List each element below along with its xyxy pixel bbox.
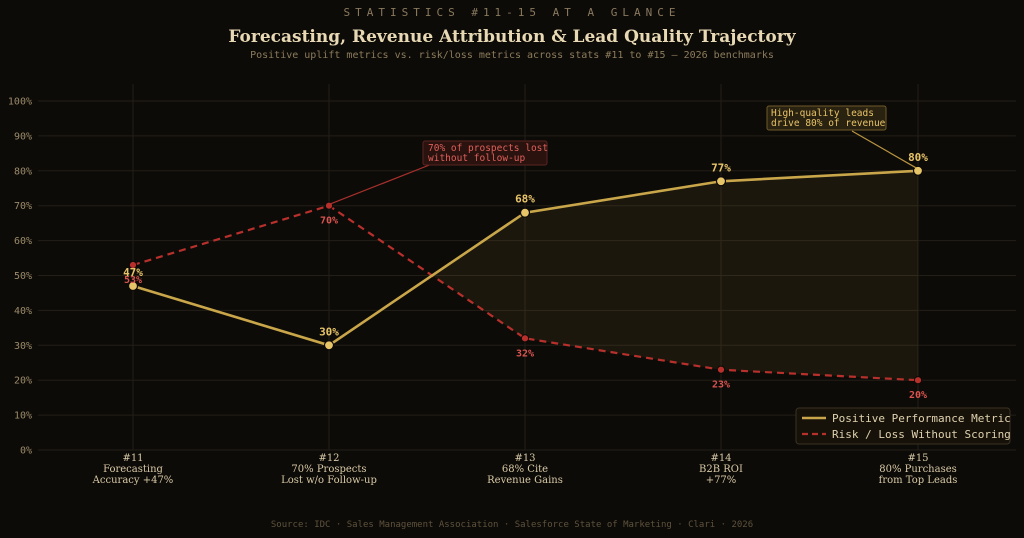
data-point-positive	[519, 207, 531, 218]
legend-label-positive: Positive Performance Metric	[832, 412, 1011, 425]
data-label-positive: 68%	[515, 193, 535, 206]
data-label-risk: 53%	[124, 275, 142, 286]
y-tick-label: 70%	[14, 201, 32, 212]
data-point-positive	[912, 165, 924, 176]
series-line-risk	[132, 204, 919, 382]
y-tick-label: 60%	[14, 236, 32, 247]
annotation-arrow-prospects	[330, 163, 433, 205]
data-label-risk: 70%	[320, 216, 338, 227]
y-tick-label: 50%	[14, 271, 32, 282]
annotation-text-leads: drive 80% of revenue	[771, 118, 886, 129]
chart-source: Source: IDC · Sales Management Associati…	[270, 520, 754, 530]
data-label-risk: 23%	[712, 380, 730, 391]
data-label-positive: 80%	[908, 151, 928, 164]
annotation-box-prospects	[422, 140, 548, 166]
data-label-risk: 32%	[516, 348, 534, 359]
x-tick-label: Revenue Gains	[487, 475, 563, 486]
data-point-risk	[716, 365, 726, 374]
x-tick-label: +77%	[706, 475, 737, 486]
x-tick-label: #13	[514, 453, 535, 464]
data-point-positive	[715, 176, 727, 187]
chart-subtitle: Positive uplift metrics vs. risk/loss me…	[250, 50, 774, 61]
y-tick-label: 20%	[14, 376, 32, 387]
y-tick-label: 10%	[14, 411, 32, 422]
data-point-positive	[323, 340, 335, 351]
annotation-text-prospects: 70% of prospects lost	[428, 143, 548, 154]
annotation-arrow-leads	[851, 130, 917, 169]
annotation-text-prospects: without follow-up	[428, 153, 526, 164]
x-tick-label: Accuracy +47%	[92, 475, 174, 486]
y-tick-label: 90%	[14, 131, 32, 142]
data-point-risk	[324, 201, 334, 210]
data-point-positive	[127, 280, 139, 292]
y-tick-label: 100%	[8, 97, 32, 108]
annotation-text-leads: High-quality leads	[771, 108, 874, 119]
data-label-positive: 47%	[123, 266, 143, 279]
x-tick-label: from Top Leads	[879, 475, 958, 486]
legend-box	[795, 407, 1011, 445]
x-tick-label: Lost w/o Follow-up	[281, 475, 377, 486]
data-point-risk	[913, 376, 923, 385]
y-tick-label: 80%	[14, 166, 32, 177]
data-label-risk: 20%	[909, 390, 927, 401]
x-tick-label: #12	[318, 453, 339, 464]
x-tick-label: Forecasting	[103, 464, 163, 475]
y-tick-label: 0%	[20, 446, 32, 457]
x-tick-label: B2B ROI	[699, 464, 743, 475]
data-point-risk	[128, 260, 138, 270]
legend-label-risk: Risk / Loss Without Scoring	[832, 428, 1011, 441]
x-tick-label: #11	[122, 453, 143, 464]
annotation-box-leads	[766, 105, 887, 131]
y-tick-label: 30%	[14, 341, 32, 352]
x-tick-label: 80% Purchases	[879, 464, 957, 475]
x-tick-label: 70% Prospects	[291, 464, 366, 475]
x-tick-label: 68% Cite	[502, 464, 548, 475]
data-point-risk	[520, 334, 530, 343]
x-tick-label: #15	[907, 453, 928, 464]
chart-title: Forecasting, Revenue Attribution & Lead …	[228, 27, 796, 47]
data-label-positive: 77%	[711, 161, 731, 174]
y-tick-label: 40%	[14, 306, 32, 317]
chart-eyebrow: STATISTICS #11-15 AT A GLANCE	[343, 6, 681, 19]
gap-area	[432, 170, 918, 381]
data-label-positive: 30%	[319, 325, 339, 338]
x-tick-label: #14	[710, 453, 731, 464]
